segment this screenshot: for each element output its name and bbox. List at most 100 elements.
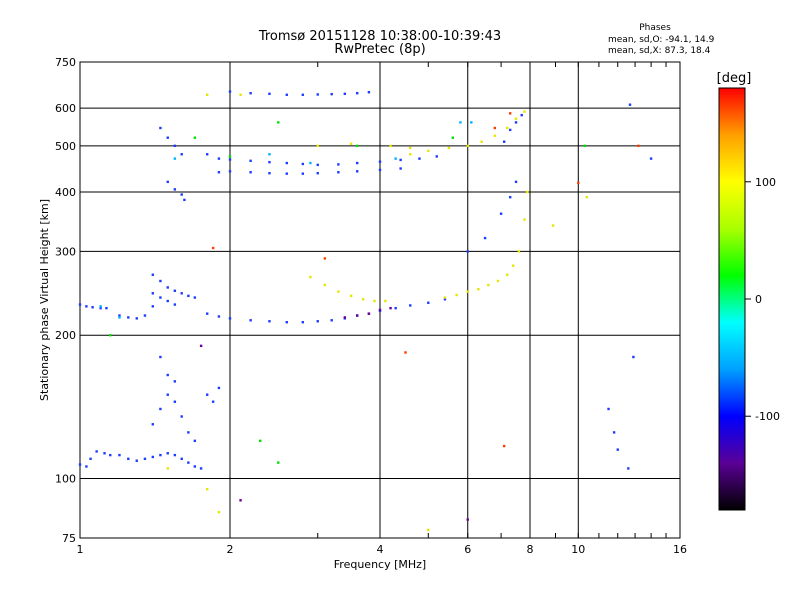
data-point: [105, 306, 108, 310]
x-tick-labels: 1 2 4 6 8 10 16: [77, 543, 688, 556]
data-point: [285, 172, 288, 175]
data-point: [143, 314, 147, 317]
data-point: [367, 312, 371, 315]
data-point: [277, 121, 280, 124]
data-point: [166, 373, 169, 377]
data-point: [514, 121, 518, 124]
data-point: [173, 188, 177, 191]
data-point: [187, 294, 190, 298]
data-point: [268, 171, 271, 175]
colorbar: [718, 87, 746, 511]
data-point: [523, 110, 526, 113]
data-point: [483, 236, 487, 240]
data-point: [228, 90, 232, 93]
data-point: [205, 312, 209, 315]
data-point: [173, 303, 177, 306]
data-point: [309, 275, 312, 279]
data-point: [180, 457, 183, 461]
data-point: [151, 273, 155, 276]
y-tick-label: 500: [55, 140, 76, 153]
data-point: [151, 305, 155, 308]
data-point: [477, 287, 480, 291]
data-point: [409, 153, 412, 156]
data-point: [217, 315, 221, 318]
data-point: [399, 167, 402, 170]
x-tick-label: 1: [77, 543, 84, 556]
data-point: [502, 140, 506, 143]
data-point: [459, 121, 462, 124]
data-point: [268, 92, 271, 96]
chart-title: Tromsø 20151128 10:38:00-10:39:43: [258, 29, 501, 44]
data-point: [143, 457, 147, 461]
y-tick-label: 600: [55, 102, 76, 115]
data-point: [268, 160, 271, 164]
data-point: [316, 93, 319, 96]
data-point: [173, 157, 177, 160]
data-point: [228, 155, 232, 158]
x-tick-label: 10: [571, 543, 585, 556]
data-point: [183, 198, 186, 202]
data-point: [394, 306, 397, 310]
data-point: [487, 283, 490, 287]
data-point: [199, 344, 203, 348]
data-point: [301, 93, 305, 96]
data-point: [301, 172, 305, 175]
data-points: [78, 90, 653, 532]
data-point: [109, 334, 112, 337]
data-point: [337, 171, 340, 174]
data-point: [135, 317, 138, 320]
data-point: [159, 296, 162, 299]
data-point: [343, 316, 347, 319]
data-point: [526, 190, 529, 194]
data-point: [180, 415, 183, 418]
data-point: [173, 144, 177, 148]
y-tick-label: 300: [55, 245, 76, 258]
data-point: [228, 170, 232, 173]
data-point: [389, 144, 392, 148]
data-point: [173, 380, 177, 383]
data-point: [447, 146, 451, 150]
data-point: [435, 155, 438, 158]
data-point: [514, 117, 518, 120]
data-point: [99, 306, 102, 310]
data-point: [649, 157, 653, 160]
data-point: [199, 467, 203, 470]
data-point: [496, 279, 500, 283]
data-point: [166, 286, 169, 289]
data-point: [443, 296, 447, 299]
data-point: [409, 304, 412, 307]
data-point: [228, 317, 232, 320]
legend-line-x: mean, sd,X: 87.3, 18.4: [608, 46, 711, 56]
data-point: [159, 355, 162, 359]
data-point: [309, 161, 312, 165]
data-point: [285, 321, 288, 324]
data-point: [466, 518, 469, 521]
data-point: [91, 306, 94, 309]
data-point: [367, 91, 371, 94]
data-point: [427, 528, 430, 532]
data-point: [166, 467, 169, 470]
data-point: [135, 459, 138, 462]
data-point: [249, 91, 252, 95]
data-point: [187, 461, 190, 464]
data-point: [378, 160, 382, 163]
data-point: [85, 465, 88, 468]
data-point: [355, 144, 359, 148]
data-point: [151, 292, 155, 295]
data-point: [166, 180, 169, 184]
data-point: [378, 168, 382, 172]
data-point: [193, 136, 197, 139]
y-tick-label: 750: [55, 56, 76, 69]
data-point: [505, 126, 509, 130]
data-point: [349, 142, 353, 145]
data-point: [211, 400, 215, 403]
data-point: [316, 171, 319, 175]
data-point: [355, 314, 359, 317]
data-point: [78, 463, 82, 466]
data-point: [180, 153, 183, 156]
data-point: [180, 292, 183, 295]
data-point: [249, 171, 252, 174]
data-point: [323, 257, 327, 260]
data-point: [217, 171, 221, 174]
data-point: [118, 316, 121, 319]
